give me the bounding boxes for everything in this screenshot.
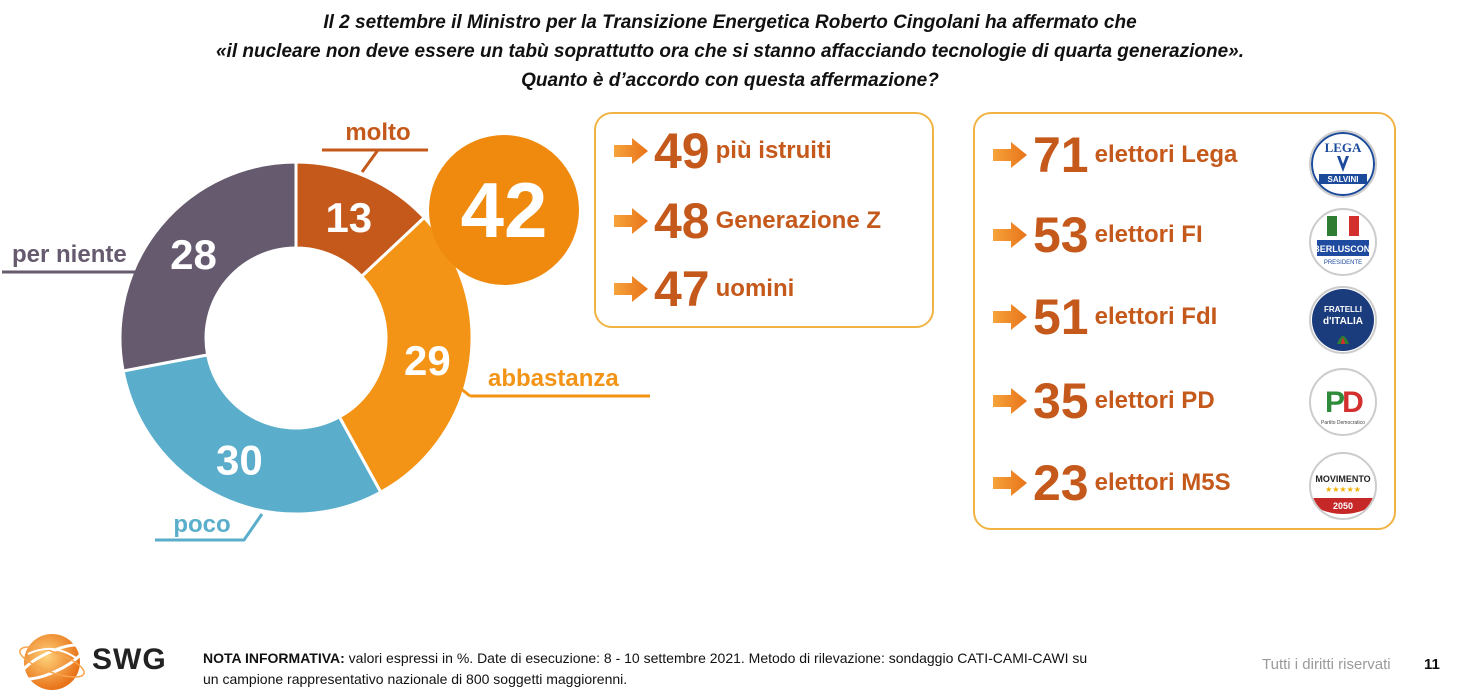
pd-logo: P D Partito Democratico	[1309, 368, 1377, 436]
slice-per-niente	[118, 160, 298, 373]
leader-line-per-niente	[2, 256, 162, 274]
lega-logo: LEGA SALVINI	[1309, 130, 1377, 198]
party-label: elettori PD	[1094, 387, 1215, 414]
party-value: 51	[1033, 289, 1089, 345]
arrow-right-icon	[993, 304, 1027, 330]
donut-chart: 13 29 30 28 molto abbastanza poco per niente 4…	[2, 119, 650, 542]
category-label-per-niente: per niente	[12, 241, 127, 268]
note-line-2: un campione rappresentativo nazionale di…	[203, 671, 628, 687]
leader-line-molto	[322, 148, 428, 173]
party-row: 23 elettori M5S	[993, 458, 1231, 508]
party-row: 51 elettori FdI	[993, 292, 1217, 342]
slice-abbastanza	[337, 215, 474, 495]
svg-text:P: P	[1325, 386, 1345, 419]
rights-text: Tutti i diritti riservati	[1262, 656, 1391, 673]
note-line-1: valori espressi in %. Date di esecuzione…	[344, 650, 1088, 666]
segment-row: 48 Generazione Z	[614, 196, 881, 246]
svg-text:2050: 2050	[1333, 501, 1353, 511]
svg-text:FRATELLI: FRATELLI	[1324, 305, 1362, 314]
party-label: elettori FI	[1094, 221, 1203, 248]
arrow-right-icon	[614, 208, 648, 234]
segment-value: 48	[654, 193, 710, 249]
svg-text:D: D	[1342, 386, 1364, 419]
svg-text:d'ITALIA: d'ITALIA	[1323, 316, 1363, 327]
party-label: elettori Lega	[1094, 141, 1238, 168]
arrow-right-icon	[993, 388, 1027, 414]
slice-value-per-niente: 28	[170, 231, 217, 278]
svg-text:Partito Democratico: Partito Democratico	[1321, 420, 1365, 426]
svg-text:MOVIMENTO: MOVIMENTO	[1315, 474, 1370, 484]
category-label-abbastanza: abbastanza	[488, 365, 619, 392]
arrow-right-icon	[993, 222, 1027, 248]
leader-line-poco	[155, 513, 264, 542]
slice-value-molto: 13	[325, 194, 372, 241]
arrow-right-icon	[993, 470, 1027, 496]
slice-value-abbastanza: 29	[404, 337, 451, 384]
methodology-note: NOTA INFORMATIVA: valori espressi in %. …	[203, 648, 1087, 690]
segment-row: 49 più istruiti	[614, 126, 832, 176]
category-label-poco: poco	[173, 511, 230, 538]
party-value: 35	[1033, 373, 1089, 429]
segment-row: 47 uomini	[614, 264, 794, 314]
question-line-1: Il 2 settembre il Ministro per la Transi…	[323, 12, 1137, 33]
svg-text:★★★★★: ★★★★★	[1325, 485, 1361, 494]
swg-globe-icon	[19, 634, 85, 690]
swg-brand: SWG	[92, 643, 167, 676]
svg-text:SALVINI: SALVINI	[1328, 175, 1359, 184]
fratelli-italia-logo: FRATELLI d'ITALIA	[1309, 286, 1377, 354]
forza-italia-logo: BERLUSCONI PRESIDENTE	[1309, 208, 1377, 276]
leader-line-abbastanza	[449, 378, 650, 398]
page-number: 11	[1424, 656, 1440, 673]
svg-text:BERLUSCONI: BERLUSCONI	[1313, 244, 1373, 254]
question-line-3: Quanto è d’accordo con questa affermazio…	[521, 70, 939, 91]
note-label: NOTA INFORMATIVA:	[203, 650, 345, 666]
party-row: 71 elettori Lega	[993, 130, 1237, 180]
parties-box: 71 elettori Lega 53 elettori FI 51 elettori F…	[973, 112, 1396, 530]
category-label-molto: molto	[345, 119, 410, 146]
segment-label: Generazione Z	[715, 207, 881, 234]
question-title: Il 2 settembre il Ministro per la Transi…	[0, 8, 1460, 95]
slice-poco	[121, 353, 383, 516]
segment-label: più istruiti	[715, 137, 832, 164]
question-line-2: «il nucleare non deve essere un tabù sop…	[215, 41, 1244, 62]
arrow-right-icon	[614, 276, 648, 302]
segment-label: uomini	[715, 275, 795, 302]
party-value: 23	[1033, 455, 1089, 511]
party-label: elettori FdI	[1094, 303, 1218, 330]
total-value: 42	[461, 166, 548, 254]
party-value: 71	[1033, 127, 1089, 183]
party-row: 35 elettori PD	[993, 376, 1215, 426]
segments-box: 49 più istruiti 48 Generazione Z 47 uomini	[594, 112, 934, 328]
m5s-logo: MOVIMENTO ★★★★★ 2050	[1309, 452, 1377, 520]
party-label: elettori M5S	[1094, 469, 1231, 496]
party-row: 53 elettori FI	[993, 210, 1203, 260]
arrow-right-icon	[614, 138, 648, 164]
slice-value-poco: 30	[216, 436, 263, 483]
segment-value: 49	[654, 123, 710, 179]
svg-text:PRESIDENTE: PRESIDENTE	[1324, 260, 1362, 266]
svg-text:LEGA: LEGA	[1325, 140, 1362, 155]
segment-value: 47	[654, 261, 710, 317]
arrow-right-icon	[993, 142, 1027, 168]
party-value: 53	[1033, 207, 1089, 263]
total-circle	[429, 135, 579, 285]
